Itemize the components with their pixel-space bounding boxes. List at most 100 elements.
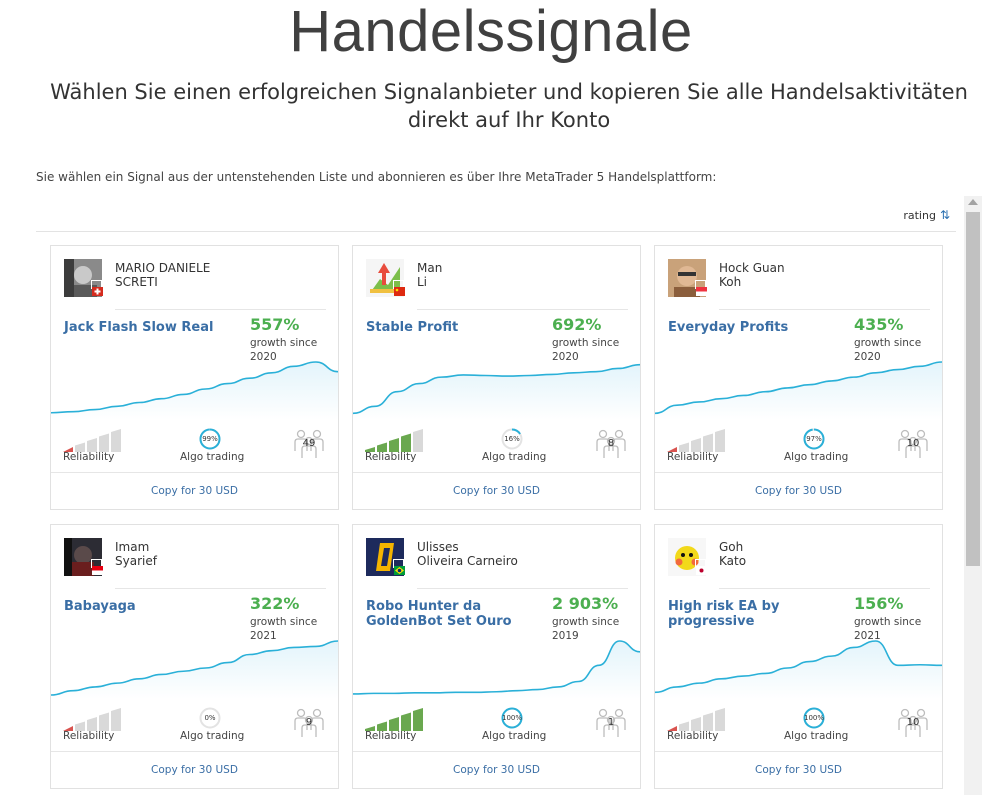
signal-card[interactable]: Goh Kato High risk EA by progressive 156% gr… xyxy=(654,524,943,789)
signal-card[interactable]: Imam Syarief Babayaga 322% growth since 2021 R… xyxy=(50,524,339,789)
subscribers-count: 10 xyxy=(906,717,920,728)
reliability-bar xyxy=(389,438,399,452)
growth-value: 435% xyxy=(854,315,904,334)
growth-chart-area xyxy=(353,364,640,420)
reliability-bar xyxy=(99,433,109,452)
divider xyxy=(655,472,942,473)
growth-since: growth since 2020 xyxy=(854,336,934,364)
reliability-label: Reliability xyxy=(365,730,417,742)
provider-name[interactable]: Hock Guan Koh xyxy=(719,261,859,289)
reliability-label: Reliability xyxy=(63,451,115,463)
divider xyxy=(51,472,338,473)
divider xyxy=(417,588,628,589)
reliability-bar xyxy=(389,717,399,731)
reliability-bar xyxy=(111,429,121,452)
copy-signal-button[interactable]: Copy for 30 USD xyxy=(755,485,842,497)
signal-card[interactable]: Man Li Stable Profit 692% growth since 2020 Re… xyxy=(352,245,641,510)
sort-rating-button[interactable]: rating ⇅ xyxy=(903,208,950,222)
reliability-bar xyxy=(377,721,387,731)
algo-trading-value: 97% xyxy=(806,435,822,443)
algo-trading-value: 100% xyxy=(803,714,824,722)
algo-trading-ring-icon xyxy=(803,707,825,729)
algo-trading-ring-icon xyxy=(501,428,523,450)
growth-value: 2 903% xyxy=(552,594,619,613)
reliability-bar xyxy=(691,438,701,452)
reliability-bar xyxy=(413,708,423,731)
provider-name[interactable]: Ulisses Oliveira Carneiro xyxy=(417,540,557,568)
provider-name[interactable]: Imam Syarief xyxy=(115,540,255,568)
growth-since: growth since 2020 xyxy=(250,336,330,364)
growth-chart xyxy=(352,358,641,420)
algo-trading-label: Algo trading xyxy=(180,730,245,742)
page-subtitle: Wählen Sie einen erfolgreichen Signalanb… xyxy=(50,80,968,132)
reliability-label: Reliability xyxy=(63,730,115,742)
reliability-bar xyxy=(715,708,725,731)
growth-value: 692% xyxy=(552,315,602,334)
sort-arrows-icon: ⇅ xyxy=(939,208,950,222)
growth-chart-area xyxy=(51,362,338,420)
subscribers-count: 49 xyxy=(302,438,316,449)
growth-since-label: growth since xyxy=(552,616,620,628)
sort-label: rating xyxy=(903,208,936,222)
growth-chart xyxy=(352,637,641,699)
algo-progress-ring xyxy=(803,428,825,450)
subscribers-icon xyxy=(292,427,326,459)
provider-name-line1: Ulisses xyxy=(417,540,459,554)
country-flag-icon xyxy=(393,559,405,575)
subscribers-count: 10 xyxy=(906,438,920,449)
reliability-bar xyxy=(365,447,375,452)
provider-name[interactable]: Goh Kato xyxy=(719,540,859,568)
growth-since: growth since 2021 xyxy=(854,615,934,643)
provider-name-line2: Li xyxy=(417,275,428,289)
subscribers-icon xyxy=(594,706,628,738)
provider-name-line2: Oliveira Carneiro xyxy=(417,554,518,568)
signal-name-link[interactable]: Jack Flash Slow Real xyxy=(64,320,214,335)
reliability-label: Reliability xyxy=(667,451,719,463)
signal-card[interactable]: Ulisses Oliveira Carneiro Robo Hunter da G… xyxy=(352,524,641,789)
copy-signal-button[interactable]: Copy for 30 USD xyxy=(151,485,238,497)
provider-name-line1: Hock Guan xyxy=(719,261,785,275)
intro-text: Sie wählen ein Signal aus der untenstehe… xyxy=(36,170,717,184)
reliability-bar xyxy=(703,712,713,731)
copy-signal-button[interactable]: Copy for 30 USD xyxy=(453,764,540,776)
signals-panel: rating ⇅ MARIO DANIELE SCRETI Jack Flash S… xyxy=(36,196,982,795)
provider-name-line1: Goh xyxy=(719,540,744,554)
signal-name-link[interactable]: Robo Hunter da GoldenBot Set Ouro xyxy=(366,599,512,629)
algo-trading-ring-icon xyxy=(199,428,221,450)
reliability-bar xyxy=(715,429,725,452)
provider-avatar[interactable] xyxy=(64,259,102,297)
growth-chart-line xyxy=(50,640,339,696)
country-flag-icon xyxy=(695,559,707,575)
subscribers-icon xyxy=(896,427,930,459)
reliability-bars-icon xyxy=(667,707,727,731)
divider xyxy=(353,472,640,473)
reliability-bar xyxy=(63,726,73,731)
signal-name-link[interactable]: High risk EA by progressive xyxy=(668,599,780,629)
growth-since: growth since 2020 xyxy=(552,336,632,364)
algo-trading-ring-icon xyxy=(199,707,221,729)
growth-since-year: 2021 xyxy=(854,630,881,642)
signal-name-link[interactable]: Stable Profit xyxy=(366,320,459,335)
growth-chart-line xyxy=(352,363,641,415)
copy-signal-button[interactable]: Copy for 30 USD xyxy=(755,764,842,776)
algo-trading-value: 99% xyxy=(202,435,218,443)
provider-name[interactable]: Man Li xyxy=(417,261,557,289)
copy-signal-button[interactable]: Copy for 30 USD xyxy=(453,485,540,497)
country-flag-icon xyxy=(91,280,103,296)
provider-name[interactable]: MARIO DANIELE SCRETI xyxy=(115,261,255,289)
scroll-up-arrow-icon[interactable] xyxy=(968,199,978,205)
divider xyxy=(417,309,628,310)
scrollbar[interactable] xyxy=(964,196,982,795)
signal-name-link[interactable]: Babayaga xyxy=(64,599,136,614)
divider xyxy=(353,751,640,752)
scrollbar-thumb[interactable] xyxy=(966,212,980,566)
signal-name-link[interactable]: Everyday Profits xyxy=(668,320,789,335)
copy-signal-button[interactable]: Copy for 30 USD xyxy=(151,764,238,776)
growth-value: 156% xyxy=(854,594,904,613)
signal-card[interactable]: MARIO DANIELE SCRETI Jack Flash Slow Real 5… xyxy=(50,245,339,510)
growth-since-year: 2019 xyxy=(552,630,579,642)
divider xyxy=(719,309,930,310)
growth-chart-line xyxy=(654,640,943,694)
page-title: Handelssignale xyxy=(289,0,693,64)
signal-card[interactable]: Hock Guan Koh Everyday Profits 435% growth s… xyxy=(654,245,943,510)
